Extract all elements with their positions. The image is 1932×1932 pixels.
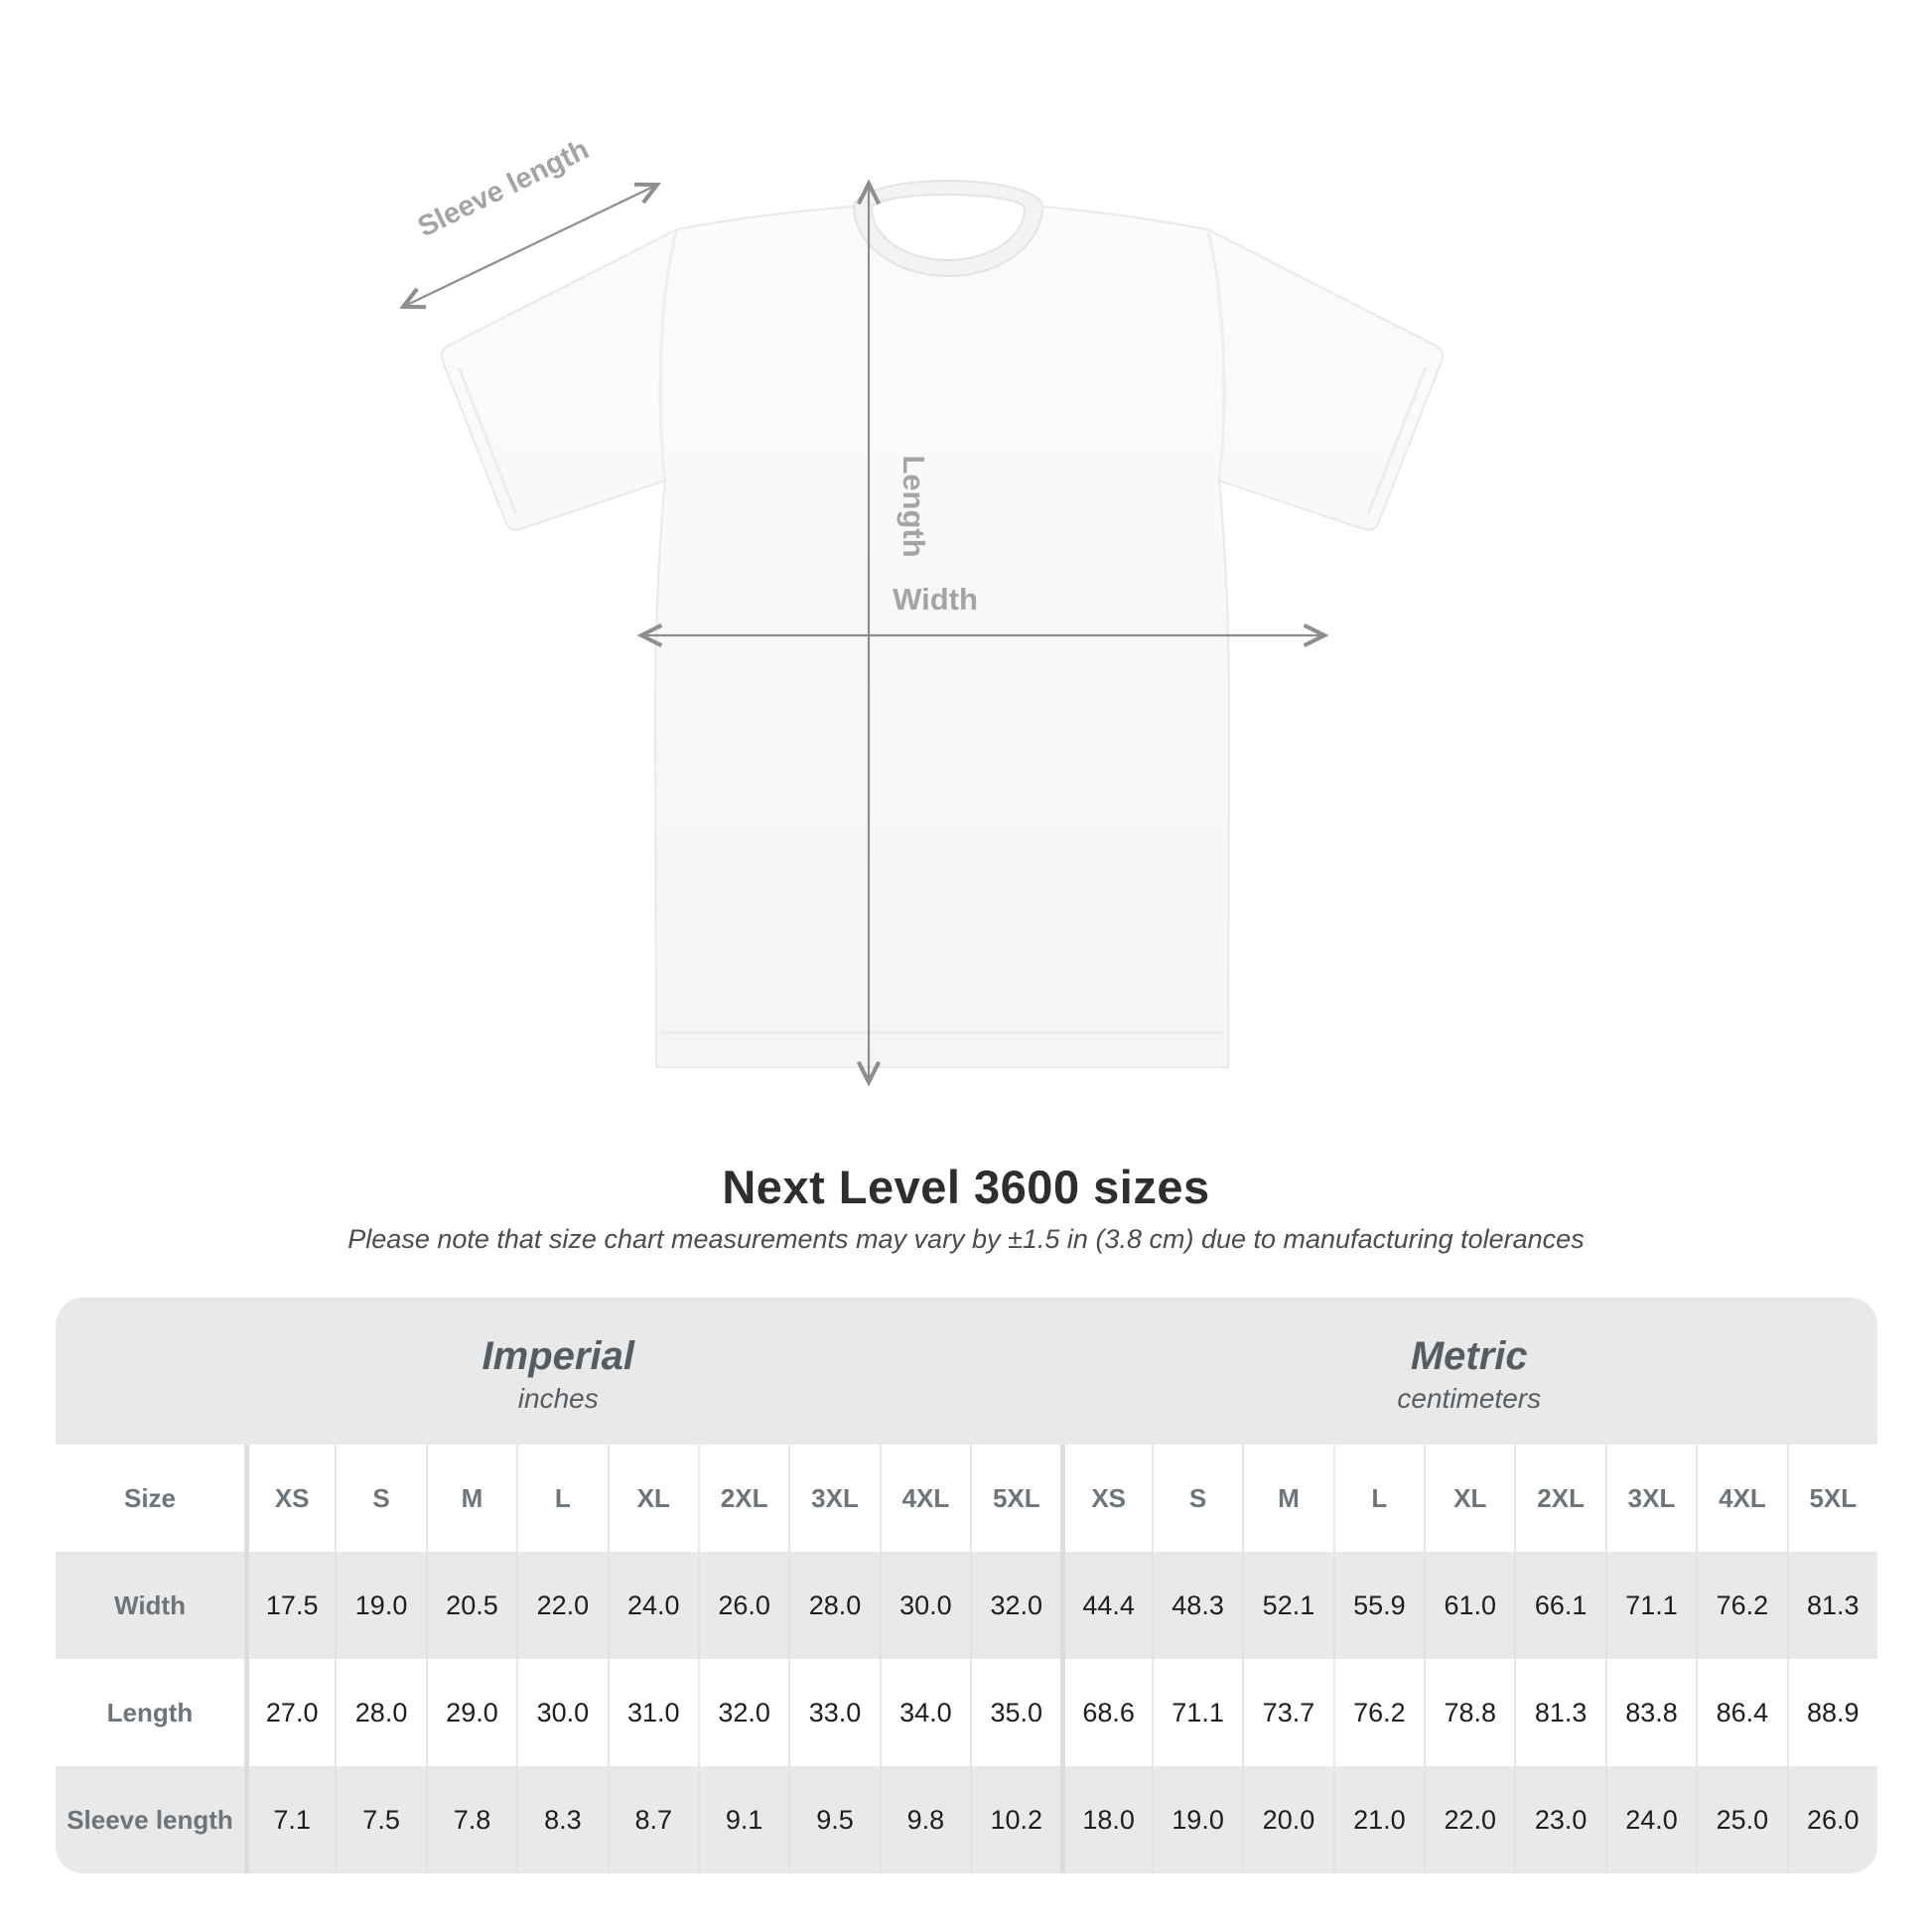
table-cell: 61.0: [1424, 1552, 1514, 1659]
table-cell: 9.8: [879, 1766, 970, 1873]
table-cell: 20.0: [1242, 1766, 1332, 1873]
imperial-group-title: Imperial: [482, 1333, 634, 1378]
table-cell: 76.2: [1332, 1659, 1425, 1766]
table-cell: 66.1: [1514, 1552, 1604, 1659]
imperial-group-header: Imperial inches: [56, 1298, 1061, 1445]
table-cell: 32.0: [970, 1552, 1060, 1659]
table-cell: 28.0: [788, 1552, 879, 1659]
table-cell: 25.0: [1696, 1766, 1786, 1873]
table-cell: 88.9: [1786, 1659, 1877, 1766]
table-cell: 28.0: [335, 1659, 426, 1766]
table-cell: 86.4: [1696, 1659, 1787, 1766]
tshirt-svg: Width Length Sleeve length: [328, 134, 1445, 1122]
width-label: Width: [893, 582, 978, 617]
row-label: Sleeve length: [67, 1804, 233, 1835]
column-header: XS: [244, 1445, 336, 1552]
column-header: L: [1332, 1445, 1425, 1552]
column-header: 2XL: [1514, 1445, 1605, 1552]
column-header: 3XL: [1604, 1445, 1697, 1552]
table-cell: 81.3: [1514, 1659, 1605, 1766]
table-cell: 71.1: [1151, 1659, 1243, 1766]
column-header: M: [425, 1445, 517, 1552]
table-cell: 76.2: [1696, 1552, 1786, 1659]
table-cell: 30.0: [516, 1659, 608, 1766]
page-title: Next Level 3600 sizes: [722, 1161, 1210, 1213]
column-header: 4XL: [879, 1445, 971, 1552]
column-header: S: [335, 1445, 426, 1552]
tshirt-body-shape: [440, 205, 1445, 1068]
table-cell: 83.8: [1604, 1659, 1697, 1766]
table-cell: 26.0: [697, 1552, 788, 1659]
row-label: Width: [114, 1589, 186, 1620]
unit-group-band: Imperial inches Metric centimeters: [56, 1298, 1877, 1445]
table-cell: 73.7: [1242, 1659, 1333, 1766]
table-cell: 78.8: [1424, 1659, 1515, 1766]
metric-group-header: Metric centimeters: [1061, 1298, 1878, 1445]
table-cell: 24.0: [1604, 1766, 1696, 1873]
size-chart-card: Imperial inches Metric centimeters Size X…: [56, 1298, 1877, 1873]
column-header: S: [1151, 1445, 1243, 1552]
table-cell: 33.0: [788, 1659, 880, 1766]
column-header: M: [1242, 1445, 1333, 1552]
column-header: 5XL: [1786, 1445, 1877, 1552]
table-cell: 23.0: [1514, 1766, 1604, 1873]
imperial-group-subtitle: inches: [517, 1382, 599, 1414]
table-cell: 8.3: [516, 1766, 607, 1873]
sleeve-length-arrow: [405, 186, 655, 306]
table-cell: 30.0: [879, 1552, 970, 1659]
row-label: Length: [56, 1659, 244, 1766]
table-cell: 68.6: [1060, 1659, 1152, 1766]
table-cell: 7.5: [335, 1766, 425, 1873]
table-cell: 48.3: [1151, 1552, 1242, 1659]
table-cell: 17.5: [244, 1552, 335, 1659]
table-cell: 20.5: [425, 1552, 516, 1659]
table-cell: 34.0: [879, 1659, 971, 1766]
column-header: 5XL: [970, 1445, 1061, 1552]
table-cell: 55.9: [1332, 1552, 1424, 1659]
sleeve-hem-seams: [457, 366, 1428, 515]
table-cell: 7.8: [425, 1766, 516, 1873]
table-cell: 10.2: [970, 1766, 1060, 1873]
table-cell: 19.0: [1151, 1766, 1242, 1873]
column-header: XL: [1424, 1445, 1515, 1552]
table-cell: 44.4: [1060, 1552, 1151, 1659]
column-header: 3XL: [788, 1445, 880, 1552]
table-cell: 8.7: [607, 1766, 698, 1873]
tshirt-diagram: Width Length Sleeve length: [328, 89, 1499, 1122]
table-cell: 35.0: [970, 1659, 1061, 1766]
length-label: Length: [897, 455, 931, 557]
armhole-seams: [658, 228, 1226, 482]
table-cell: 21.0: [1332, 1766, 1424, 1873]
table-cell: 32.0: [697, 1659, 789, 1766]
column-header: XL: [607, 1445, 698, 1552]
table-cell: 18.0: [1060, 1766, 1151, 1873]
table-cell: 31.0: [607, 1659, 698, 1766]
table-cell: 22.0: [1424, 1766, 1514, 1873]
table-cell: 81.3: [1786, 1552, 1877, 1659]
size-table-grid: Size XS S M L XL 2XL 3XL 4XL 5XL XS S M L XL 2XL 3XL 4XL 5…: [56, 1445, 1877, 1873]
table-cell: 9.1: [697, 1766, 788, 1873]
table-cell: 22.0: [516, 1552, 607, 1659]
column-header: XS: [1060, 1445, 1152, 1552]
tolerance-note: Please note that size chart measurements…: [347, 1224, 1585, 1254]
collar-shape: [852, 180, 1044, 277]
table-cell: 7.1: [244, 1766, 335, 1873]
column-header: 4XL: [1696, 1445, 1787, 1552]
column-header: 2XL: [697, 1445, 789, 1552]
table-cell: 27.0: [244, 1659, 336, 1766]
table-cell: 26.0: [1786, 1766, 1877, 1873]
column-header: L: [516, 1445, 608, 1552]
table-cell: 9.5: [788, 1766, 879, 1873]
table-cell: 71.1: [1604, 1552, 1696, 1659]
table-cell: 19.0: [335, 1552, 425, 1659]
metric-group-subtitle: centimeters: [1397, 1382, 1542, 1414]
table-cell: 52.1: [1242, 1552, 1332, 1659]
table-cell: 29.0: [425, 1659, 517, 1766]
metric-group-title: Metric: [1410, 1333, 1528, 1378]
table-cell: 24.0: [607, 1552, 698, 1659]
size-header-label: Size: [56, 1445, 244, 1552]
